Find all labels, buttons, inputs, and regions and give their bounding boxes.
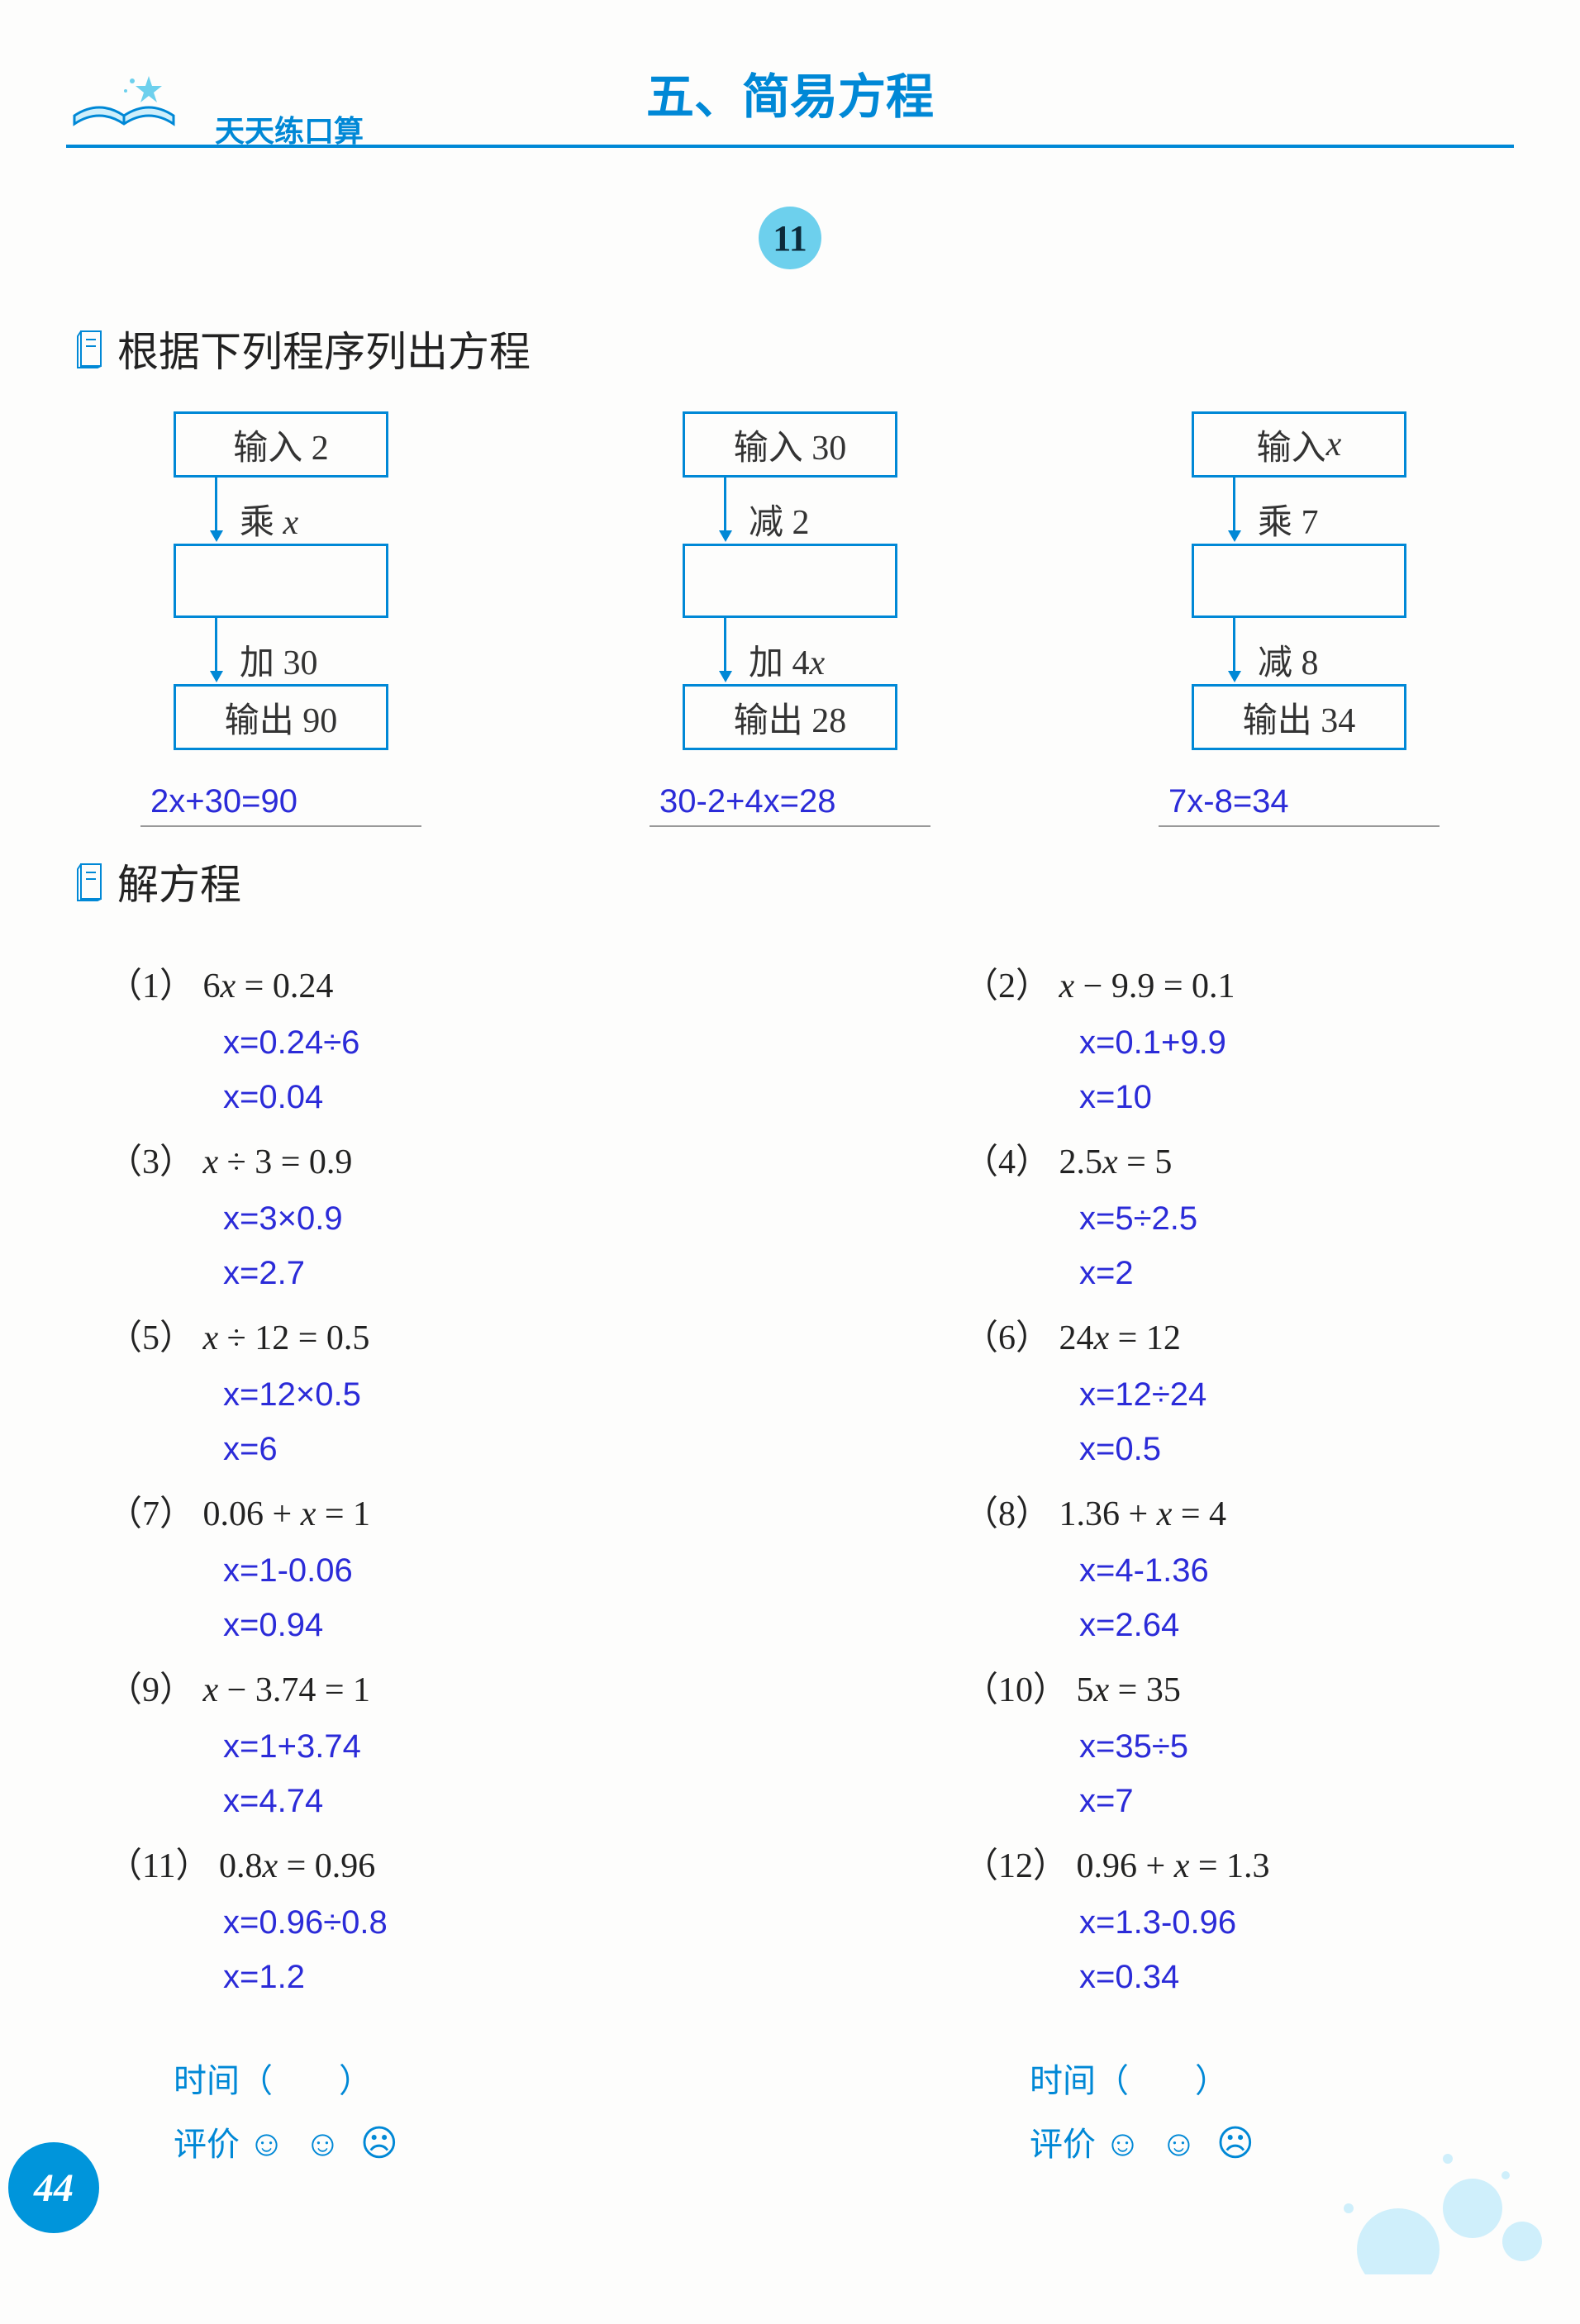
equation-problem: （4） 2.5x = 5 x=5÷2.5 x=2 [964, 1137, 1473, 1298]
flow-op-label: 乘 x [240, 494, 298, 544]
problem-step: x=1+3.74 [107, 1722, 616, 1771]
section2-title: 解方程 [117, 852, 241, 911]
problem-question: （6） 24x = 12 [964, 1313, 1473, 1365]
equation-problem: （12） 0.96 + x = 1.3 x=1.3-0.96 x=0.34 [964, 1841, 1473, 2002]
decorative-dots-icon [1299, 2126, 1547, 2274]
chapter-title: 五、简易方程 [646, 58, 934, 127]
footer-row: 时间（ ） 评价 ☺ ☺ ☹ 时间（ ） 评价 ☺ ☺ ☹ [99, 2018, 1481, 2176]
problem-step: x=35÷5 [964, 1722, 1473, 1771]
problem-step: x=2.7 [107, 1248, 616, 1298]
problem-question: （4） 2.5x = 5 [964, 1137, 1473, 1189]
problem-step: x=10 [964, 1072, 1473, 1122]
problem-question: （11） 0.8x = 0.96 [107, 1841, 616, 1893]
flow-mid-box [683, 544, 897, 618]
flow-arrow: 加 4x [683, 618, 897, 684]
page-number-badge: 44 [8, 2142, 99, 2233]
problem-question: （7） 0.06 + x = 1 [107, 1489, 616, 1541]
problem-step: x=0.96÷0.8 [107, 1898, 616, 1947]
problem-question: （5） x ÷ 12 = 0.5 [107, 1313, 616, 1365]
flow-output-box: 输出 28 [683, 684, 897, 750]
rating-label: 评价 [1030, 2126, 1096, 2163]
equation-problem: （2） x − 9.9 = 0.1 x=0.1+9.9 x=10 [964, 961, 1473, 1122]
problem-question: （10） 5x = 35 [964, 1665, 1473, 1717]
flowchart-column: 输入 x 乘 7 减 8输出 34 7x-8=34 [1142, 411, 1456, 827]
problem-step: x=12×0.5 [107, 1370, 616, 1419]
flow-op-label: 乘 7 [1258, 494, 1319, 544]
equation-problem: （9） x − 3.74 = 1 x=1+3.74 x=4.74 [107, 1665, 616, 1826]
equation-problem: （7） 0.06 + x = 1 x=1-0.06 x=0.94 [107, 1489, 616, 1650]
problem-step: x=2 [964, 1248, 1473, 1298]
note-icon [74, 861, 107, 902]
problem-step: x=0.34 [964, 1952, 1473, 2002]
header-rule [66, 145, 1514, 148]
section2-header: 解方程 [74, 852, 1481, 911]
problem-step: x=0.04 [107, 1072, 616, 1122]
problem-step: x=1-0.06 [107, 1546, 616, 1595]
flow-arrow: 减 2 [683, 478, 897, 544]
flow-input-box: 输入 30 [683, 411, 897, 478]
problem-question: （2） x − 9.9 = 0.1 [964, 961, 1473, 1013]
equation-problem: （11） 0.8x = 0.96 x=0.96÷0.8 x=1.2 [107, 1841, 616, 2002]
equation-problem: （3） x ÷ 3 = 0.9 x=3×0.9 x=2.7 [107, 1137, 616, 1298]
section1-title: 根据下列程序列出方程 [117, 319, 531, 378]
flow-arrow: 减 8 [1192, 618, 1406, 684]
flow-answer: 30-2+4x=28 [650, 783, 930, 827]
page-header: 天天练口算 五、简易方程 [99, 50, 1481, 165]
flow-arrow: 乘 x [174, 478, 388, 544]
flow-op-label: 加 30 [240, 634, 318, 685]
problem-step: x=0.5 [964, 1424, 1473, 1474]
problem-step: x=6 [107, 1424, 616, 1474]
problem-question: （1） 6x = 0.24 [107, 961, 616, 1013]
problem-step: x=0.24÷6 [107, 1018, 616, 1067]
flow-op-label: 减 2 [749, 494, 810, 544]
flow-mid-box [1192, 544, 1406, 618]
problem-question: （9） x − 3.74 = 1 [107, 1665, 616, 1717]
flow-mid-box [174, 544, 388, 618]
footer-left: 时间（ ） 评价 ☺ ☺ ☹ [107, 2051, 616, 2176]
equation-problem: （1） 6x = 0.24 x=0.24÷6 x=0.04 [107, 961, 616, 1122]
lesson-number-badge: 11 [759, 207, 821, 269]
problem-question: （8） 1.36 + x = 4 [964, 1489, 1473, 1541]
solve-grid: （1） 6x = 0.24 x=0.24÷6 x=0.04 （2） x − 9.9 =… [99, 944, 1481, 2018]
problem-step: x=0.94 [107, 1600, 616, 1650]
flow-input-box: 输入 x [1192, 411, 1406, 478]
time-label: 时间（ ） [174, 2051, 616, 2111]
flowchart-row: 输入 2 乘 x 加 30输出 90 2x+30=90 输入 30 减 2 加 4x输出 2… [99, 411, 1481, 827]
equation-problem: （5） x ÷ 12 = 0.5 x=12×0.5 x=6 [107, 1313, 616, 1474]
problem-step: x=4.74 [107, 1776, 616, 1826]
problem-step: x=4-1.36 [964, 1546, 1473, 1595]
problem-step: x=12÷24 [964, 1370, 1473, 1419]
equation-problem: （6） 24x = 12 x=12÷24 x=0.5 [964, 1313, 1473, 1474]
equation-problem: （8） 1.36 + x = 4 x=4-1.36 x=2.64 [964, 1489, 1473, 1650]
flow-arrow: 乘 7 [1192, 478, 1406, 544]
book-logo-icon [66, 66, 215, 149]
flow-input-box: 输入 2 [174, 411, 388, 478]
flowchart-column: 输入 30 减 2 加 4x输出 28 30-2+4x=28 [633, 411, 947, 827]
note-icon [74, 328, 107, 369]
flow-output-box: 输出 34 [1192, 684, 1406, 750]
problem-question: （3） x ÷ 3 = 0.9 [107, 1137, 616, 1189]
problem-step: x=7 [964, 1776, 1473, 1826]
flow-op-label: 减 8 [1258, 634, 1319, 685]
flowchart-column: 输入 2 乘 x 加 30输出 90 2x+30=90 [124, 411, 438, 827]
time-label: 时间（ ） [1030, 2051, 1473, 2111]
problem-step: x=2.64 [964, 1600, 1473, 1650]
rating-smileys: ☺ ☺ ☹ [1104, 2123, 1259, 2164]
section1-header: 根据下列程序列出方程 [74, 319, 1481, 378]
flow-arrow: 加 30 [174, 618, 388, 684]
equation-problem: （10） 5x = 35 x=35÷5 x=7 [964, 1665, 1473, 1826]
flow-op-label: 加 4x [749, 634, 825, 685]
rating-smileys: ☺ ☺ ☹ [248, 2123, 403, 2164]
problem-step: x=1.3-0.96 [964, 1898, 1473, 1947]
rating-label: 评价 [174, 2126, 240, 2163]
problem-step: x=3×0.9 [107, 1194, 616, 1243]
flow-answer: 2x+30=90 [140, 783, 421, 827]
problem-step: x=1.2 [107, 1952, 616, 2002]
flow-output-box: 输出 90 [174, 684, 388, 750]
flow-answer: 7x-8=34 [1159, 783, 1440, 827]
problem-step: x=5÷2.5 [964, 1194, 1473, 1243]
problem-step: x=0.1+9.9 [964, 1018, 1473, 1067]
problem-question: （12） 0.96 + x = 1.3 [964, 1841, 1473, 1893]
